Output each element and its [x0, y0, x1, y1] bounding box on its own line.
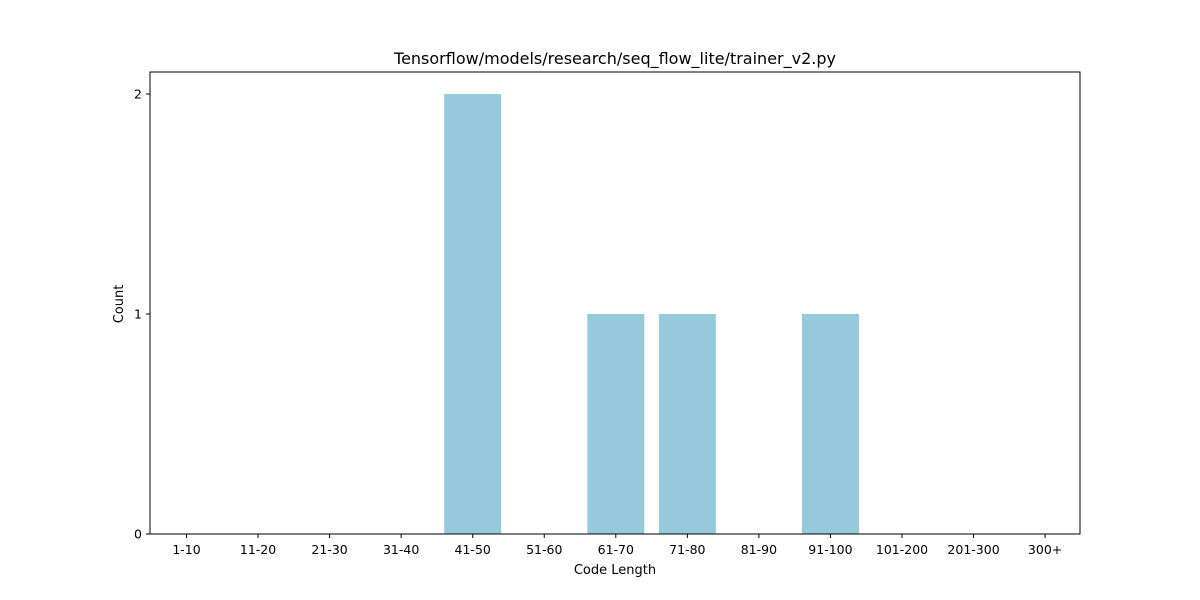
- y-tick-label: 0: [134, 527, 142, 542]
- bar-61-70: [587, 314, 645, 534]
- x-tick-label: 201-300: [947, 542, 999, 557]
- x-tick-label: 300+: [1028, 542, 1062, 557]
- x-tick-label: 91-100: [808, 542, 852, 557]
- x-tick-label: 11-20: [240, 542, 276, 557]
- y-ticks-group: 0 1 2: [134, 87, 150, 542]
- x-tick-label: 21-30: [311, 542, 347, 557]
- x-tick-label: 71-80: [669, 542, 705, 557]
- x-ticks-group: 1-10 11-20 21-30 31-40 41-50 51-60 61-70 71-80 8…: [172, 534, 1062, 557]
- x-tick-label: 41-50: [455, 542, 491, 557]
- y-tick-label: 2: [134, 87, 142, 102]
- plot-frame: [149, 71, 1081, 535]
- bar-71-80: [658, 314, 716, 534]
- x-axis-label: Code Length: [574, 563, 656, 578]
- bar-91-100: [801, 314, 859, 534]
- bar-41-50: [444, 94, 502, 534]
- x-tick-label: 101-200: [876, 542, 928, 557]
- y-axis-label: Count: [112, 285, 127, 324]
- chart-title: Tensorflow/models/research/seq_flow_lite…: [393, 49, 836, 69]
- x-tick-label: 81-90: [741, 542, 777, 557]
- x-tick-label: 61-70: [598, 542, 634, 557]
- x-tick-label: 1-10: [172, 542, 200, 557]
- x-tick-label: 51-60: [526, 542, 562, 557]
- bars-group: [444, 94, 859, 534]
- x-tick-label: 31-40: [383, 542, 419, 557]
- y-tick-label: 1: [134, 307, 142, 322]
